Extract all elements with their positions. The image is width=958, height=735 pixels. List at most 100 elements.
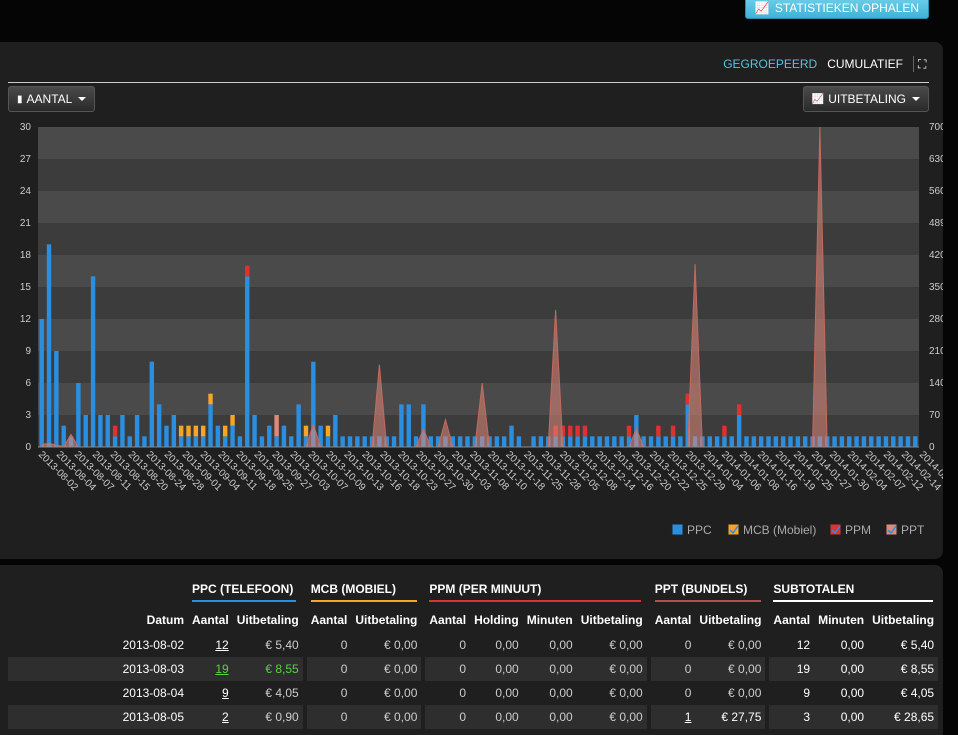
y-right-tick-label: 420 [929, 250, 943, 261]
cell-ppm-2: 0,00 [549, 686, 573, 700]
bar-ppc [913, 436, 918, 447]
legend-checkbox-mcb[interactable] [727, 523, 740, 536]
legend-checkbox-ppt[interactable] [885, 523, 898, 536]
bar-ppc [289, 436, 294, 447]
bar-ppc [590, 436, 595, 447]
cell-mcb-count: 0 [306, 705, 352, 729]
bar-ppc [61, 425, 66, 447]
cell-sub-1: 0,00 [840, 686, 865, 700]
grid-band [38, 319, 919, 351]
fullscreen-icon[interactable]: ⛶ [913, 56, 929, 72]
cell-datum: 2013-08-03 [8, 657, 188, 681]
cell-sub-1: 0,00 [814, 657, 869, 681]
check-icon [831, 525, 841, 535]
col-ppt-payout: Uitbetaling [699, 613, 762, 627]
bar-ppc [729, 436, 734, 447]
cell-ppc-payout: € 5,40 [265, 638, 299, 652]
bar-ppc [428, 436, 433, 447]
y-right-tick-label: 280 [929, 314, 943, 325]
cell-ppm-2: 0,00 [549, 638, 573, 652]
bar-ppc [869, 436, 874, 447]
view-tabs: GEGROEPEERD CUMULATIEF ⛶ [723, 56, 929, 72]
cell-ppt-payout: € 0,00 [695, 657, 766, 681]
bar-ppc [46, 244, 52, 447]
y-left-tick-label: 9 [25, 346, 31, 357]
cell-ppc-count[interactable]: 2 [188, 705, 233, 729]
cell-ppc-count[interactable]: 12 [188, 633, 233, 657]
payout-dropdown-label: UITBETALING [828, 92, 906, 106]
bar-ppc [663, 436, 668, 447]
cell-sub-2: € 4,05 [900, 686, 935, 700]
col-ppm-holding: Holding [474, 613, 519, 627]
chart-panel: GEGROEPEERD CUMULATIEF ⛶ ▮ AANTAL 📈 UITB… [0, 42, 943, 559]
bar-ppt [274, 415, 279, 437]
bar-ppc [758, 436, 764, 447]
group-ppc: PPC (TELEFOON) [188, 577, 303, 607]
bar-ppc [90, 276, 96, 447]
bar-ppc [604, 436, 610, 447]
cell-ppm-2: 0,00 [522, 657, 577, 681]
cell-sub-0: 9 [803, 686, 811, 700]
cell-ppc-count[interactable]: 9 [188, 681, 233, 705]
bar-ppm [685, 393, 690, 405]
cell-ppt-count: 0 [684, 686, 692, 700]
cell-sub-1: 0,00 [840, 638, 865, 652]
count-dropdown[interactable]: ▮ AANTAL [8, 86, 96, 112]
grid-band [38, 127, 919, 159]
spacer [8, 577, 188, 607]
bar-mcb [223, 425, 228, 437]
bar-ppc [751, 436, 757, 447]
bar-ppc [876, 436, 881, 447]
cell-ppt-count[interactable]: 1 [650, 705, 696, 729]
cell-mcb-count: 0 [306, 657, 352, 681]
bar-ppc [355, 436, 360, 447]
stats-table: PPC (TELEFOON) MCB (MOBIEL) PPM (PER MIN… [8, 577, 939, 729]
bar-ppc [883, 436, 889, 447]
bar-ppc [193, 436, 199, 447]
bar-ppc [156, 404, 162, 447]
cell-ppc-payout: € 0,90 [232, 705, 303, 729]
y-right-tick-label: 700 [929, 122, 943, 133]
table-row: 2013-08-05 2 € 0,90 0 € 0,00 0 0,00 0,00 € 0,00 1… [8, 705, 939, 729]
bar-mcb [325, 425, 331, 437]
count-link[interactable]: 2 [222, 710, 229, 724]
bar-ppc [186, 436, 191, 447]
fetch-statistics-button[interactable]: 📈 STATISTIEKEN OPHALEN [745, 0, 929, 19]
col-ppt-count: Aantal [654, 613, 692, 627]
legend-checkbox-ppm[interactable] [829, 523, 842, 536]
bar-ppc [252, 415, 257, 447]
bar-ppc [465, 436, 470, 447]
count-link[interactable]: 1 [684, 710, 692, 724]
grid-band [38, 159, 919, 191]
bar-ppc [421, 404, 426, 447]
count-link[interactable]: 12 [215, 638, 229, 652]
bar-ppc [391, 436, 397, 447]
cell-datum: 2013-08-02 [122, 638, 184, 652]
cell-mcb-payout: € 0,00 [351, 657, 422, 681]
tab-grouped[interactable]: GEGROEPEERD [723, 57, 818, 71]
cell-ppm-0: 0 [459, 638, 467, 652]
bar-ppc [531, 436, 536, 447]
bar-ppm [722, 425, 727, 437]
count-link[interactable]: 19 [215, 662, 229, 676]
y-right-tick-label: 70 [929, 410, 941, 421]
col-sub-count: Aantal [773, 613, 811, 627]
cell-ppc-count[interactable]: 19 [188, 657, 233, 681]
line-chart-icon: 📈 [811, 93, 825, 105]
cell-sub-0: 3 [769, 705, 815, 729]
bar-ppc [347, 436, 353, 447]
cell-ppt-payout: € 27,75 [695, 705, 766, 729]
grid-band [38, 255, 919, 287]
cell-mcb-count: 0 [340, 686, 348, 700]
bar-ppc [575, 436, 580, 447]
count-link[interactable]: 9 [222, 686, 229, 700]
legend-checkbox-ppc[interactable] [671, 523, 684, 536]
payout-dropdown[interactable]: 📈 UITBETALING [802, 86, 929, 112]
cell-mcb-count: 0 [340, 638, 348, 652]
count-dropdown-label: AANTAL [26, 92, 73, 106]
col-ppm-minutes: Minuten [526, 613, 573, 627]
bar-ppc [736, 415, 742, 447]
y-left-tick-label: 24 [20, 186, 32, 197]
cell-ppm-1: 0,00 [470, 657, 523, 681]
tab-cumulative[interactable]: CUMULATIEF [827, 57, 903, 71]
